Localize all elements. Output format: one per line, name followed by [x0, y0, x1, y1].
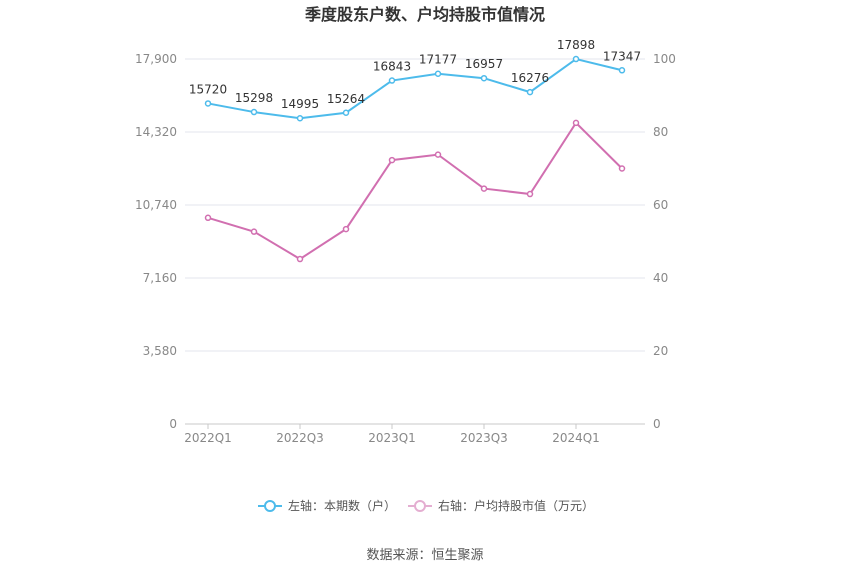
data-point[interactable] — [250, 108, 258, 116]
legend-marker — [414, 500, 426, 512]
chart-title: 季度股东户数、户均持股市值情况 — [304, 5, 545, 24]
right-tick-label: 40 — [653, 271, 668, 285]
series-line-1 — [207, 57, 623, 120]
x-tick-label: 2024Q1 — [552, 431, 600, 445]
x-tick-label: 2023Q1 — [368, 431, 416, 445]
data-label: 14995 — [281, 97, 319, 111]
grid-lines — [185, 58, 645, 352]
data-point[interactable] — [434, 151, 442, 158]
data-point[interactable] — [204, 214, 212, 222]
data-point[interactable] — [434, 70, 442, 77]
legend-item-1[interactable]: 左轴：本期数（户） — [258, 498, 396, 513]
right-tick-label: 60 — [653, 198, 668, 212]
data-point[interactable] — [342, 225, 350, 233]
data-label: 15720 — [189, 82, 227, 96]
data-point[interactable] — [296, 255, 304, 263]
x-tick-label: 2023Q3 — [460, 431, 508, 445]
data-point[interactable] — [388, 156, 396, 164]
data-label: 15298 — [235, 91, 273, 105]
data-point[interactable] — [618, 67, 626, 74]
data-label: 17347 — [603, 49, 641, 63]
right-tick-label: 80 — [653, 125, 668, 139]
series-layer: 15720 15298 14995 15264 16843 17177 16957 16276… — [189, 38, 641, 263]
data-point[interactable] — [526, 88, 534, 96]
x-tick-label: 2022Q3 — [276, 431, 324, 445]
right-tick-label: 100 — [653, 52, 676, 66]
data-point[interactable] — [618, 165, 626, 172]
data-point[interactable] — [526, 190, 534, 198]
data-label: 16843 — [373, 60, 411, 74]
right-axis: 0 20 40 60 80 100 — [653, 52, 676, 431]
source-note: 数据来源：恒生聚源 — [366, 548, 483, 563]
data-point[interactable] — [480, 74, 488, 82]
data-point[interactable] — [250, 228, 258, 235]
series-line-2 — [207, 121, 623, 261]
left-tick-label: 10,740 — [135, 198, 177, 212]
left-tick-label: 17,900 — [135, 52, 177, 66]
data-label: 17177 — [419, 53, 457, 67]
data-label: 17898 — [557, 38, 595, 52]
data-point[interactable] — [342, 109, 350, 117]
left-tick-label: 3,580 — [143, 344, 177, 358]
left-tick-label: 0 — [169, 417, 177, 431]
x-axis: 2022Q1 2022Q3 2023Q1 2023Q3 2024Q1 — [184, 423, 645, 445]
data-point[interactable] — [572, 55, 580, 63]
right-tick-label: 0 — [653, 417, 661, 431]
data-point[interactable] — [204, 100, 212, 107]
data-point[interactable] — [388, 77, 396, 84]
data-point[interactable] — [572, 119, 580, 127]
legend-marker — [264, 500, 276, 512]
left-tick-label: 14,320 — [135, 125, 177, 139]
legend[interactable]: 左轴：本期数（户） 右轴：户均持股市值（万元） — [258, 498, 594, 513]
left-tick-label: 7,160 — [143, 271, 177, 285]
data-point[interactable] — [296, 114, 304, 122]
x-tick-label: 2022Q1 — [184, 431, 232, 445]
legend-label: 右轴：户均持股市值（万元） — [438, 498, 594, 513]
data-point[interactable] — [480, 185, 488, 192]
right-tick-label: 20 — [653, 344, 668, 358]
data-label: 15264 — [327, 92, 365, 106]
legend-label: 左轴：本期数（户） — [288, 498, 396, 513]
data-label: 16276 — [511, 71, 549, 85]
data-label: 16957 — [465, 57, 503, 71]
left-axis: 0 3,580 7,160 10,740 14,320 17,900 — [135, 52, 177, 431]
legend-item-2[interactable]: 右轴：户均持股市值（万元） — [408, 498, 594, 513]
